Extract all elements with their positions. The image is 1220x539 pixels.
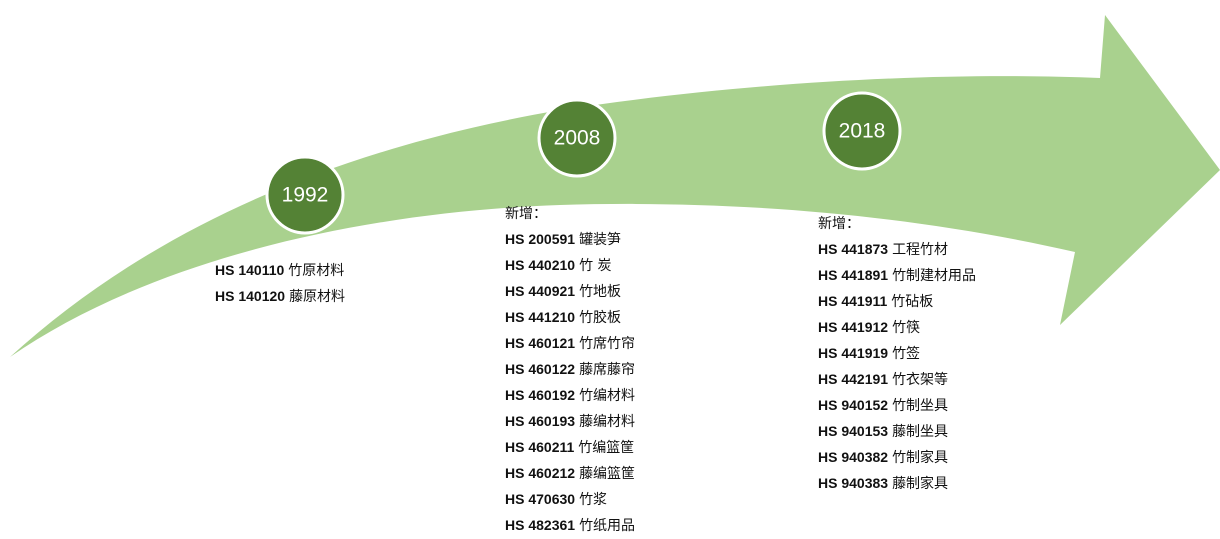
list-item: HS 460212 藤编篮筐: [505, 461, 635, 487]
item-name: 竹衣架等: [892, 372, 949, 388]
year-circle: [537, 98, 617, 178]
hs-code: HS 441210: [505, 309, 576, 325]
hs-code: HS 440921: [505, 283, 576, 299]
year-label: 2008: [554, 127, 601, 150]
list-item: HS 940383 藤制家具: [818, 471, 976, 497]
list-item: HS 470630 竹浆: [505, 487, 635, 513]
item-name: 竹胶板: [579, 310, 622, 326]
hs-code: HS 441891: [818, 267, 889, 283]
item-name: 竹制家具: [892, 450, 949, 466]
hs-code: HS 482361: [505, 517, 576, 533]
list-item: HS 441873 工程竹材: [818, 237, 976, 263]
hs-code: HS 441911: [818, 293, 888, 309]
hs-code: HS 460122: [505, 361, 576, 377]
timeline-diagram: 1992 2008 2018 HS 140110 竹原材料 HS 140120 藤原材料新…: [10, 15, 1220, 534]
item-name: 罐装笋: [579, 232, 622, 248]
list-item: HS 441210 竹胶板: [505, 305, 635, 331]
list-item: HS 460211 竹编篮筐: [505, 435, 635, 461]
item-name: 竹浆: [579, 492, 608, 508]
arrow: [10, 15, 1220, 357]
code-list: HS 140110 竹原材料 HS 140120 藤原材料: [215, 258, 345, 310]
item-name: 竹席竹帘: [579, 336, 636, 352]
list-item: HS 441891 竹制建材用品: [818, 263, 976, 289]
list-item: HS 440921 竹地板: [505, 279, 635, 305]
item-name: 竹编材料: [579, 388, 636, 404]
list-item: HS 460192 竹编材料: [505, 383, 635, 409]
list-item: HS 460122 藤席藤帘: [505, 357, 635, 383]
item-name: 竹砧板: [891, 294, 934, 310]
hs-code: HS 140110: [215, 262, 285, 278]
year-label: 2018: [839, 120, 886, 143]
hs-code: HS 200591: [505, 231, 576, 247]
item-name: 工程竹材: [892, 242, 949, 258]
list-heading: 新增：: [505, 206, 547, 222]
item-name: 竹制坐具: [892, 398, 949, 414]
hs-code: HS 460192: [505, 387, 576, 403]
hs-code: HS 470630: [505, 491, 576, 507]
hs-code: HS 940383: [818, 475, 889, 491]
item-name: 竹制建材用品: [892, 268, 977, 284]
list-item: HS 441919 竹签: [818, 341, 976, 367]
list-item: HS 460121 竹席竹帘: [505, 331, 635, 357]
hs-code: HS 940382: [818, 449, 889, 465]
hs-code: HS 940153: [818, 423, 889, 439]
item-name: 竹签: [892, 346, 921, 362]
item-name: 藤编篮筐: [579, 466, 636, 482]
hs-code: HS 140120: [215, 288, 286, 304]
list-item: HS 200591 罐装笋: [505, 227, 635, 253]
hs-code: HS 441873: [818, 241, 889, 257]
hs-code: HS 460121: [505, 335, 576, 351]
year-label: 1992: [282, 184, 329, 207]
year-circle: [265, 155, 345, 235]
item-name: 竹原材料: [288, 263, 345, 279]
item-name: 藤制家具: [892, 476, 949, 492]
list-item: HS 442191 竹衣架等: [818, 367, 976, 393]
arrow-graphic: 1992 2008 2018: [10, 15, 1220, 357]
list-item: HS 460193 藤编材料: [505, 409, 635, 435]
code-list: 新增： HS 200591 罐装笋 HS 440210 竹 炭 HS 440921 竹地板 H…: [505, 202, 635, 539]
list-item: HS 940152 竹制坐具: [818, 393, 976, 419]
hs-code: HS 441912: [818, 319, 889, 335]
item-name: 竹筷: [892, 320, 921, 336]
item-name: 藤编材料: [579, 414, 636, 430]
hs-code: HS 442191: [818, 371, 889, 387]
year-circle: [822, 91, 902, 171]
item-name: 竹编篮筐: [578, 440, 635, 456]
hs-code: HS 460193: [505, 413, 576, 429]
item-name: 竹 炭: [579, 258, 612, 274]
list-heading: 新增：: [818, 216, 860, 232]
item-name: 竹纸用品: [579, 518, 636, 534]
list-item: HS 482361 竹纸用品: [505, 513, 635, 539]
list-item: HS 441912 竹筷: [818, 315, 976, 341]
list-item: HS 940153 藤制坐具: [818, 419, 976, 445]
hs-code: HS 440210: [505, 257, 576, 273]
list-item: HS 140110 竹原材料: [215, 258, 345, 284]
item-name: 藤制坐具: [892, 424, 949, 440]
list-item: HS 140120 藤原材料: [215, 284, 345, 310]
item-name: 藤席藤帘: [579, 362, 636, 378]
list-item: HS 441911 竹砧板: [818, 289, 976, 315]
hs-code: HS 940152: [818, 397, 889, 413]
hs-code: HS 441919: [818, 345, 889, 361]
hs-code: HS 460212: [505, 465, 576, 481]
item-name: 藤原材料: [289, 289, 346, 305]
list-item: HS 440210 竹 炭: [505, 253, 635, 279]
hs-code: HS 460211: [505, 439, 575, 455]
code-list: 新增： HS 441873 工程竹材 HS 441891 竹制建材用品 HS 441911…: [818, 212, 976, 497]
list-item: HS 940382 竹制家具: [818, 445, 976, 471]
item-name: 竹地板: [579, 284, 622, 300]
